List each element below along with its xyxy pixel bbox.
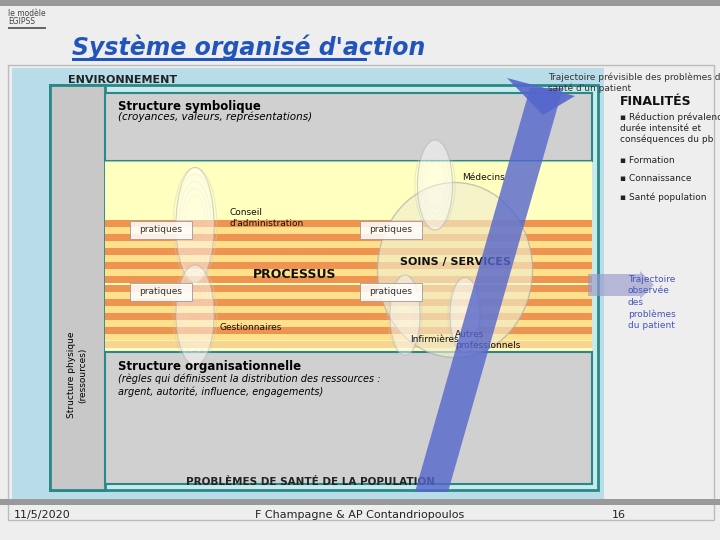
Text: ENVIRONNEMENT: ENVIRONNEMENT [68, 75, 177, 85]
Bar [360, 283, 422, 301]
Ellipse shape [176, 167, 214, 282]
Text: Système organisé d'action: Système organisé d'action [72, 35, 426, 60]
Bar [130, 283, 192, 301]
Text: ▪ Formation: ▪ Formation [620, 156, 675, 165]
Text: Trajectoire
observée
des
problèmes
du patient: Trajectoire observée des problèmes du pa… [628, 275, 676, 330]
Bar [8, 65, 714, 520]
FancyArrow shape [588, 271, 654, 299]
Bar [105, 93, 592, 161]
Bar [105, 276, 592, 283]
Text: pratiques: pratiques [369, 287, 413, 296]
Bar [130, 221, 192, 239]
Text: Gestionnaires: Gestionnaires [220, 323, 282, 333]
Bar [0, 499, 720, 505]
Text: (règles qui définissent la distribution des ressources :
argent, autorité, influ: (règles qui définissent la distribution … [118, 373, 380, 397]
Text: PROCESSUS: PROCESSUS [253, 268, 337, 281]
Bar [105, 340, 592, 351]
Bar [105, 262, 592, 269]
Bar [72, 58, 367, 60]
Text: F Champagne & AP Contandriopoulos: F Champagne & AP Contandriopoulos [256, 510, 464, 520]
Ellipse shape [450, 278, 480, 353]
Bar [360, 221, 422, 239]
Bar [105, 248, 592, 255]
Text: ▪ Réduction prévalence,
durée intensité et
conséquences du pb: ▪ Réduction prévalence, durée intensité … [620, 112, 720, 144]
Text: Médecins: Médecins [462, 173, 505, 183]
Bar [105, 220, 592, 227]
Text: Autres
professionnels: Autres professionnels [455, 330, 521, 350]
Bar [105, 234, 592, 241]
Bar [105, 255, 592, 262]
Text: Trajectoire prévisible des problèmes de
santé d'un patient: Trajectoire prévisible des problèmes de … [548, 72, 720, 93]
Text: Structure organisationnelle: Structure organisationnelle [118, 360, 301, 373]
Bar [50, 85, 105, 490]
Text: FINALITÉS: FINALITÉS [620, 95, 692, 108]
Bar [105, 227, 592, 234]
Text: Structure symbolique: Structure symbolique [118, 100, 261, 113]
Text: 11/5/2020: 11/5/2020 [14, 510, 71, 520]
Bar [105, 334, 592, 341]
Text: (croyances, valeurs, représentations): (croyances, valeurs, représentations) [118, 112, 312, 123]
Bar [105, 269, 592, 276]
Text: ▪ Connaissance: ▪ Connaissance [620, 174, 691, 183]
Bar [105, 292, 592, 299]
Bar [105, 320, 592, 327]
Bar [50, 85, 598, 490]
Bar [8, 27, 46, 29]
Bar [105, 161, 592, 216]
Bar [0, 0, 720, 6]
Polygon shape [415, 88, 563, 492]
Text: le modèle: le modèle [8, 9, 45, 18]
Ellipse shape [390, 275, 420, 355]
Text: pratiques: pratiques [140, 226, 182, 234]
Text: pratiques: pratiques [140, 287, 182, 296]
Bar [12, 68, 604, 500]
Bar [105, 352, 592, 484]
Ellipse shape [176, 265, 214, 365]
Text: ▪ Santé population: ▪ Santé population [620, 192, 706, 201]
Bar [105, 327, 592, 334]
Ellipse shape [377, 183, 533, 357]
Bar [105, 306, 592, 313]
Text: EGIPSS: EGIPSS [8, 17, 35, 26]
Text: Structure physique
(ressources): Structure physique (ressources) [67, 332, 87, 418]
Bar [105, 285, 592, 292]
Bar [105, 341, 592, 348]
Bar [105, 299, 592, 306]
Text: Conseil
d'administration: Conseil d'administration [230, 208, 305, 228]
Bar [105, 313, 592, 320]
Polygon shape [507, 78, 575, 115]
Bar [105, 241, 592, 248]
Text: Infirmières: Infirmières [410, 335, 459, 345]
Text: pratiques: pratiques [369, 226, 413, 234]
Text: SOINS / SERVICES: SOINS / SERVICES [400, 257, 510, 267]
Text: 16: 16 [612, 510, 626, 520]
Text: PROBLÈMES DE SANTÉ DE LA POPULATION: PROBLÈMES DE SANTÉ DE LA POPULATION [186, 477, 434, 487]
Ellipse shape [418, 140, 452, 230]
Bar [105, 161, 592, 351]
